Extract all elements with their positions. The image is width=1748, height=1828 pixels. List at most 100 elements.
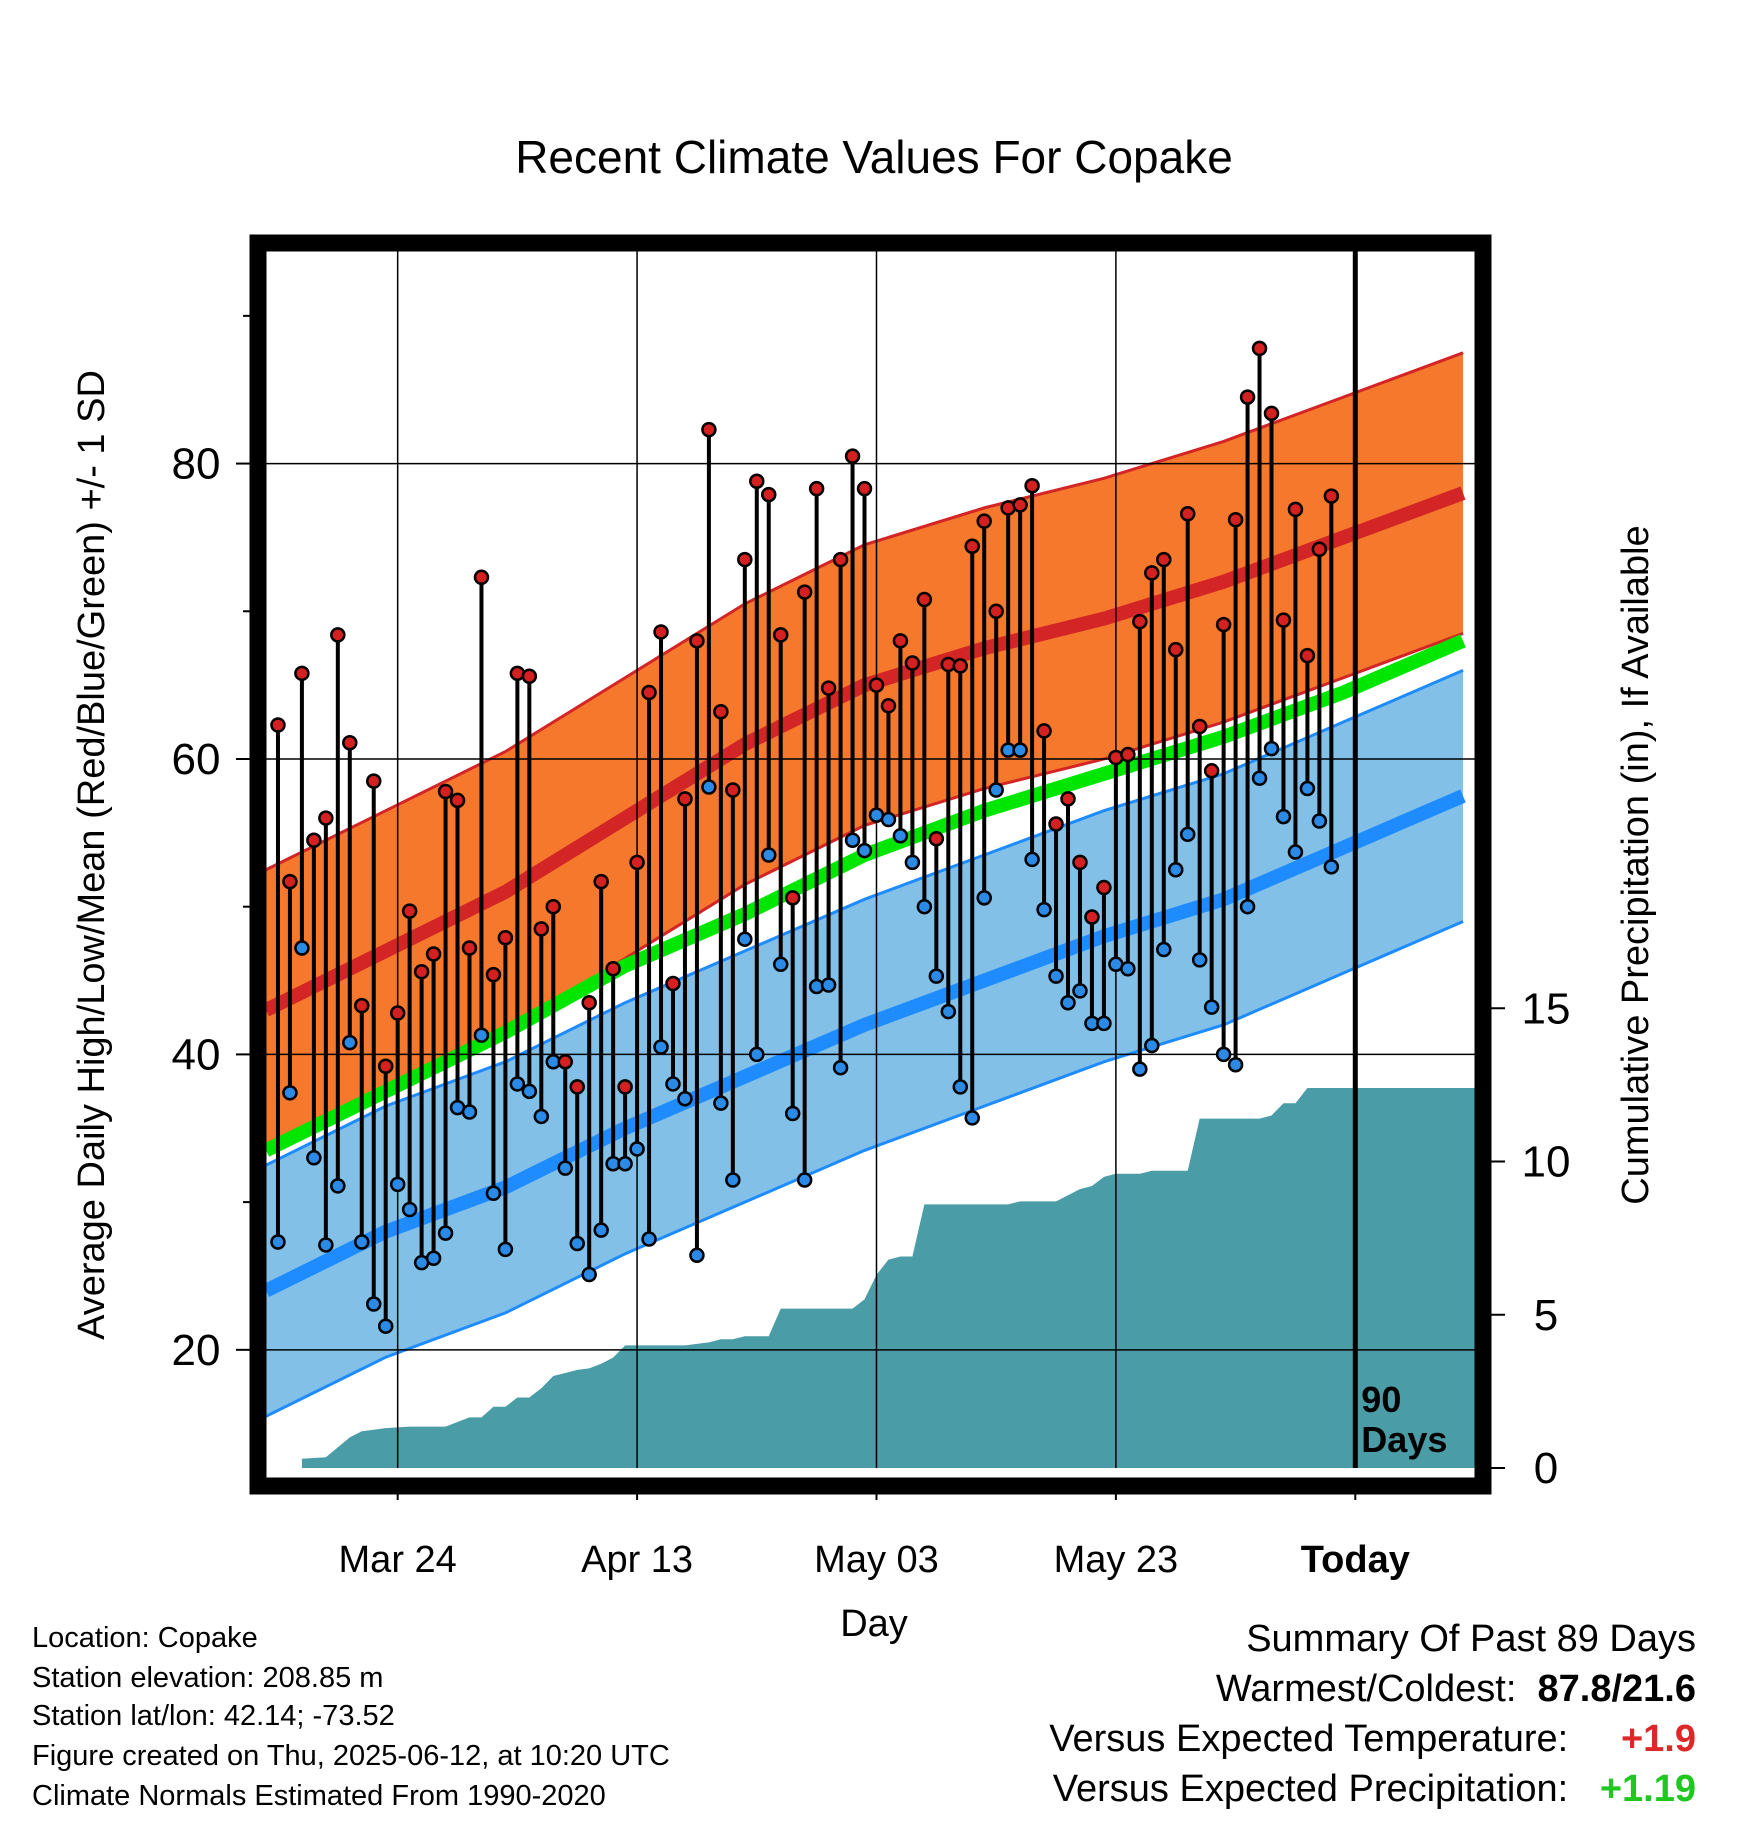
daily-high-point (497, 929, 514, 946)
daily-high-point (270, 717, 286, 733)
daily-high-point (1024, 477, 1040, 494)
daily-low-point (306, 1150, 322, 1166)
daily-low-point (701, 779, 717, 795)
summary-temp: Versus Expected Temperature: +1.9 (1049, 1718, 1696, 1761)
summary-temp-value: +1.9 (1620, 1718, 1696, 1760)
daily-high-point (485, 966, 502, 983)
daily-low-point (1323, 859, 1340, 875)
daily-low-point (1251, 770, 1268, 786)
summary-precip: Versus Expected Precipitation: +1.19 (1053, 1768, 1696, 1811)
daily-low-point (425, 1250, 442, 1267)
daily-high-point (832, 551, 849, 568)
y-right-tick-label: 5 (1534, 1291, 1558, 1340)
daily-low-point (1215, 1046, 1232, 1063)
daily-high-point (904, 655, 921, 671)
daily-low-point (629, 1141, 645, 1157)
today-days-unit: Days (1361, 1419, 1447, 1460)
daily-high-point (605, 960, 621, 977)
daily-high-point (1227, 511, 1244, 528)
daily-high-point (557, 1054, 574, 1070)
daily-high-point (653, 624, 669, 640)
daily-low-point (1287, 844, 1304, 860)
daily-low-point (689, 1247, 705, 1264)
daily-high-point (437, 783, 454, 800)
daily-high-point (569, 1079, 585, 1095)
daily-low-point (1024, 851, 1040, 868)
summary-warmest: Warmest/Coldest: 87.8/21.6 (1216, 1668, 1696, 1711)
info-latlon: Station lat/lon: 42.14; -73.52 (32, 1700, 395, 1732)
daily-low-point (294, 940, 310, 956)
daily-low-point (1239, 898, 1256, 915)
daily-low-point (1096, 1015, 1112, 1032)
daily-low-point (761, 847, 777, 863)
x-tick-label: Today (1301, 1539, 1410, 1581)
today-days-count: 90 (1361, 1379, 1401, 1420)
daily-high-point (1311, 541, 1328, 557)
daily-low-point (617, 1155, 633, 1172)
daily-low-point (677, 1090, 693, 1107)
x-tick-label: May 23 (1054, 1539, 1179, 1581)
y-right-tick-label: 10 (1522, 1138, 1571, 1187)
daily-low-point (581, 1266, 597, 1283)
daily-low-point (1036, 901, 1052, 918)
daily-low-point (820, 977, 837, 993)
daily-high-point (988, 603, 1004, 620)
daily-high-point (318, 810, 334, 826)
daily-high-point (1215, 616, 1232, 633)
daily-low-point (737, 931, 753, 947)
plot-border (249, 234, 1492, 1495)
daily-low-point (880, 811, 897, 828)
x-tick-label: Apr 13 (581, 1539, 693, 1581)
daily-high-point (354, 997, 370, 1014)
daily-high-point (389, 1005, 406, 1021)
daily-high-point (892, 633, 909, 649)
low-band-bottom-edge (265, 920, 1464, 1418)
daily-low-point (1263, 740, 1280, 757)
daily-low-point (916, 898, 933, 915)
daily-low-point (318, 1237, 334, 1253)
daily-high-point (916, 591, 933, 608)
daily-high-point (952, 658, 969, 674)
summary-warm-value: 87.8/21.6 (1537, 1668, 1696, 1710)
daily-high-point (521, 668, 538, 685)
daily-high-point (1036, 723, 1052, 739)
daily-high-point (593, 873, 609, 890)
daily-high-point (294, 665, 310, 682)
daily-low-point (713, 1095, 729, 1111)
summary-precip-label: Versus Expected Precipitation: (1052, 1768, 1569, 1810)
daily-low-point (856, 842, 873, 859)
info-elevation: Station elevation: 208.85 m (32, 1662, 384, 1694)
daily-high-point (282, 873, 298, 890)
y-right-axis-label: Cumulative Precipitation (in), If Availa… (1615, 525, 1657, 1204)
daily-high-point (677, 791, 693, 807)
daily-high-point (844, 448, 861, 464)
daily-low-point (1072, 983, 1088, 999)
daily-high-point (533, 921, 550, 937)
daily-low-point (1012, 742, 1028, 758)
daily-high-point (784, 890, 801, 906)
daily-low-point (437, 1225, 454, 1241)
y-left-tick-label: 80 (172, 440, 221, 489)
daily-high-point (1251, 340, 1268, 357)
daily-low-point (401, 1201, 418, 1218)
daily-low-point (270, 1234, 286, 1250)
daily-high-point (425, 946, 442, 962)
daily-high-point (880, 698, 897, 714)
daily-low-point (725, 1172, 741, 1188)
daily-low-point (964, 1110, 980, 1126)
daily-low-point (365, 1296, 382, 1312)
daily-low-point (844, 832, 861, 848)
daily-high-point (377, 1058, 394, 1074)
daily-low-point (377, 1318, 394, 1334)
daily-high-point (796, 584, 813, 600)
daily-low-point (892, 828, 909, 844)
daily-high-point (761, 486, 777, 503)
daily-low-point (509, 1076, 526, 1092)
daily-high-point (1096, 879, 1112, 896)
daily-low-point (904, 854, 921, 871)
daily-high-point (473, 569, 490, 586)
daily-high-point (413, 963, 430, 980)
daily-high-point (964, 538, 980, 555)
daily-low-point (461, 1104, 478, 1120)
